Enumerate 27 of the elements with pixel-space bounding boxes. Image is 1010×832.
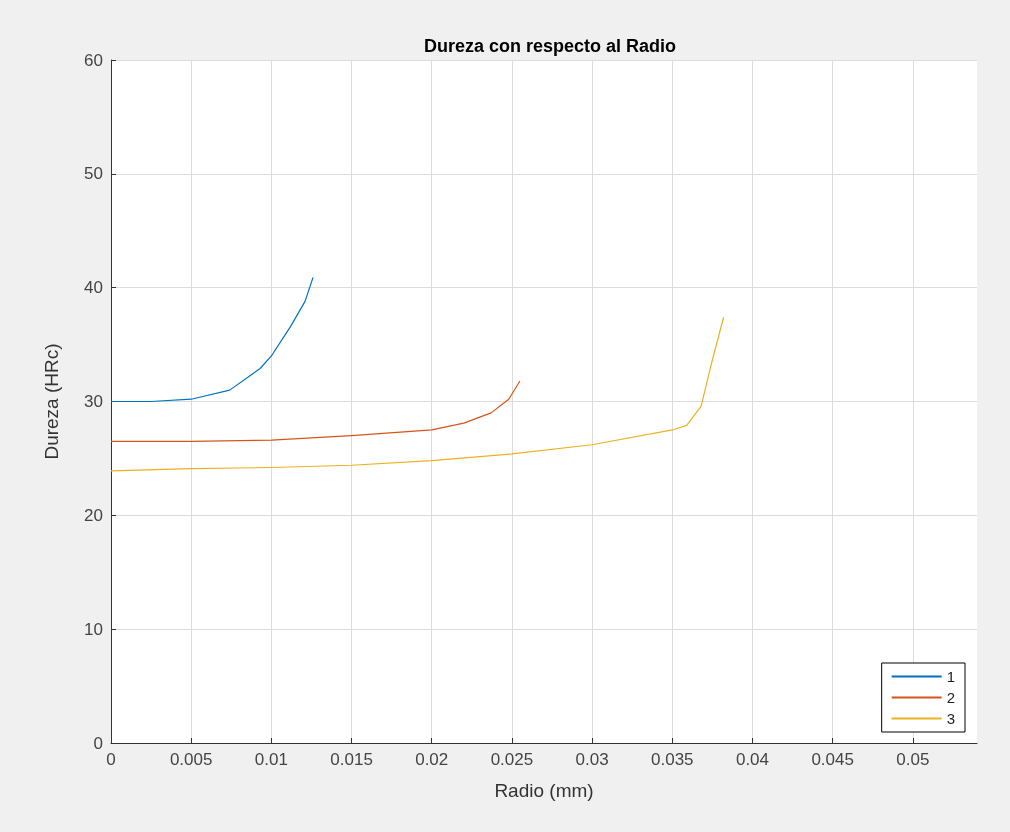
- x-tick-label: 0.025: [490, 750, 534, 769]
- x-tick-label: 0: [106, 750, 116, 769]
- y-tick-label: 30: [84, 392, 103, 411]
- y-axis-title: Dureza (HRc): [41, 343, 62, 460]
- x-tick-label: 0.03: [575, 750, 609, 769]
- y-tick-label: 20: [84, 505, 103, 525]
- x-tick-label: 0.035: [651, 750, 694, 769]
- x-tick-label: 0.05: [896, 750, 930, 769]
- line-series: [110, 276, 314, 403]
- x-tick-label: 0.02: [415, 750, 449, 769]
- x-axis-title: Radio (mm): [494, 780, 594, 801]
- y-tick-label: 10: [84, 619, 103, 639]
- line-series: [110, 316, 725, 472]
- x-tick-label: 0.005: [169, 750, 213, 769]
- x-tick-label: 0.045: [811, 750, 854, 769]
- y-tick-label: 0: [93, 733, 103, 753]
- y-tick-label: 50: [84, 164, 103, 184]
- legend-label: 2: [946, 689, 955, 706]
- legend-label: 3: [946, 710, 955, 727]
- y-tick-label: 60: [84, 50, 103, 70]
- x-tick-label: 0.01: [254, 750, 288, 769]
- chart-title: Dureza con respecto al Radio: [423, 36, 677, 56]
- legend-label: 1: [946, 668, 955, 685]
- line-series: [110, 380, 521, 442]
- x-tick-label: 0.04: [735, 750, 770, 769]
- y-tick-label: 40: [84, 278, 103, 298]
- x-tick-label: 0.015: [330, 750, 373, 769]
